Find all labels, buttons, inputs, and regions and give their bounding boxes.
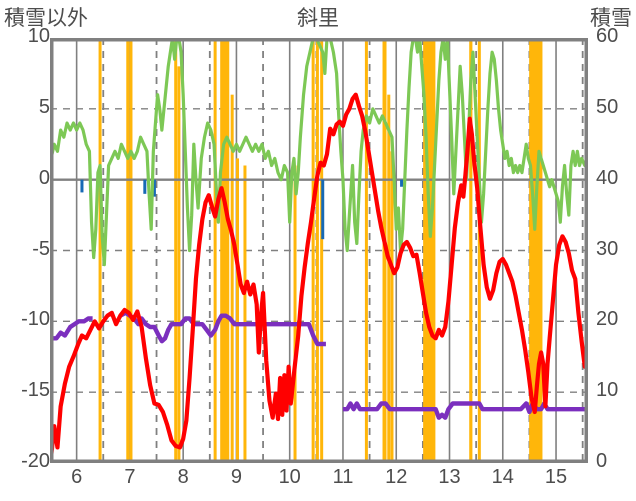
bar-orange (469, 38, 473, 463)
left-axis-tick: 10 (27, 25, 50, 47)
x-axis-tick: 15 (544, 466, 568, 488)
bar-orange (320, 38, 324, 463)
x-axis-tick: 14 (491, 466, 514, 488)
bar-blue (400, 179, 404, 187)
x-axis-tick: 13 (438, 466, 461, 488)
bar-orange (236, 158, 240, 463)
series-line-purple (119, 310, 326, 347)
x-axis-tick: 11 (332, 466, 354, 488)
left-axis-caption: 積雪以外 (4, 7, 88, 30)
left-axis-tick: 5 (38, 95, 50, 118)
right-axis-tick: 30 (596, 237, 619, 260)
series-line-red (50, 92, 587, 460)
x-axis-tick: 6 (71, 466, 83, 488)
bar-orange (213, 38, 217, 463)
bar-orange (126, 38, 130, 463)
right-axis-tick: 10 (596, 379, 619, 402)
series-line-purple (51, 316, 93, 341)
left-axis-tick: 0 (38, 166, 50, 189)
bar-orange (129, 38, 133, 463)
bar-orange (293, 165, 297, 463)
bar-orange (364, 38, 368, 463)
x-axis-tick: 9 (230, 466, 242, 488)
right-axis-caption: 積雪 (590, 7, 632, 30)
bar-blue (321, 179, 325, 240)
bar-orange (311, 38, 315, 463)
series-line-purple (342, 401, 585, 420)
x-axis-tick: 12 (385, 466, 408, 488)
bar-orange (230, 94, 234, 463)
bar-blue (152, 179, 156, 197)
bar-orange (315, 38, 319, 463)
bar-orange (390, 151, 394, 463)
bar-orange (98, 38, 102, 463)
right-axis-tick: 60 (596, 25, 619, 47)
chart-title: 斜里 (297, 7, 339, 30)
bar-orange (387, 94, 391, 463)
x-axis-tick: 8 (177, 466, 189, 488)
bar-orange (174, 38, 178, 463)
plot-area (50, 38, 588, 463)
left-axis-tick: -10 (21, 308, 50, 331)
left-axis-tick: -15 (21, 379, 50, 402)
series-line-green (50, 38, 587, 267)
bar-orange (243, 165, 247, 463)
right-axis-tick: 0 (596, 450, 608, 472)
bar-blue (143, 179, 147, 194)
right-axis-tick: 50 (596, 95, 619, 118)
left-axis-tick: -5 (32, 237, 50, 260)
bar-blue (80, 179, 84, 193)
right-axis-tick: 40 (596, 166, 619, 189)
right-axis-tick: 20 (596, 308, 619, 331)
x-axis-tick: 10 (278, 466, 301, 488)
left-axis-tick: -20 (21, 450, 50, 472)
chart-canvas (50, 38, 588, 463)
bar-orange (477, 38, 481, 463)
bar-orange (177, 66, 181, 463)
x-axis-tick: 7 (124, 466, 136, 488)
bar-orange (220, 38, 230, 463)
